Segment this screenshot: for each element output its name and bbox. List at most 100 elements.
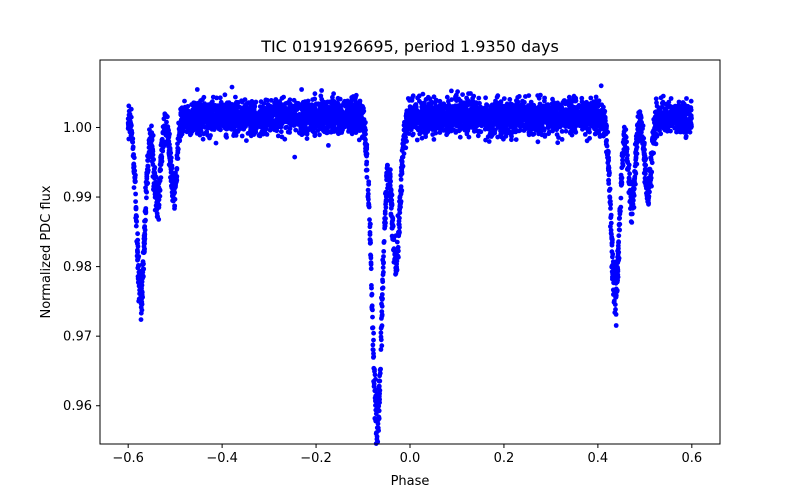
data-point <box>526 93 532 98</box>
data-point <box>369 304 375 310</box>
data-point <box>169 189 175 195</box>
data-point <box>610 254 615 260</box>
data-point <box>172 206 177 211</box>
data-point <box>159 140 165 146</box>
data-point <box>608 227 614 233</box>
data-point <box>242 106 248 112</box>
data-point <box>346 101 352 107</box>
data-point <box>657 109 663 114</box>
data-point <box>683 125 688 131</box>
data-point <box>434 120 440 126</box>
data-point <box>184 129 190 135</box>
data-point <box>489 132 495 138</box>
data-point <box>363 167 369 173</box>
data-point <box>368 266 374 272</box>
data-point <box>201 94 207 100</box>
data-point <box>371 330 376 336</box>
plot-area <box>125 83 694 446</box>
data-point <box>142 218 148 224</box>
data-point <box>126 136 132 142</box>
data-point <box>319 101 324 107</box>
data-point <box>465 97 470 103</box>
data-point <box>586 101 592 107</box>
data-point <box>493 98 498 104</box>
data-point <box>258 109 264 115</box>
data-point <box>213 140 219 146</box>
data-point <box>152 174 157 180</box>
data-point <box>473 119 479 125</box>
data-point <box>586 126 592 132</box>
data-point <box>688 107 694 113</box>
data-point <box>210 99 215 105</box>
data-point <box>402 119 407 125</box>
data-point <box>175 146 181 152</box>
data-point <box>130 144 136 150</box>
data-point <box>225 104 230 110</box>
data-point <box>138 317 144 322</box>
data-point <box>634 161 640 167</box>
data-point <box>237 124 242 130</box>
data-point <box>164 119 169 125</box>
data-point <box>263 97 269 103</box>
data-point <box>253 125 259 131</box>
data-point <box>192 120 198 126</box>
data-point <box>377 399 382 405</box>
data-point <box>399 171 405 177</box>
data-point <box>636 129 642 135</box>
data-point <box>617 206 623 212</box>
data-point <box>395 244 401 250</box>
data-point <box>336 113 341 119</box>
data-point <box>558 109 563 114</box>
data-point <box>157 178 163 184</box>
data-point <box>391 246 397 252</box>
data-point <box>343 119 349 124</box>
data-point <box>137 287 143 293</box>
data-point <box>573 115 578 121</box>
data-point <box>428 101 434 107</box>
data-point <box>357 113 363 119</box>
data-point <box>134 214 140 220</box>
data-point <box>485 103 490 108</box>
data-point <box>588 95 594 101</box>
data-point <box>251 103 257 108</box>
data-point <box>135 231 141 237</box>
data-point <box>370 314 375 320</box>
data-point <box>415 95 420 101</box>
data-point <box>379 313 385 319</box>
data-point <box>501 96 507 101</box>
data-point <box>614 279 620 285</box>
data-point <box>385 169 391 175</box>
data-point <box>151 187 156 192</box>
data-point <box>127 115 133 121</box>
data-point <box>164 128 169 134</box>
data-point <box>156 217 162 222</box>
data-point <box>370 347 376 352</box>
data-point <box>455 89 460 95</box>
data-point <box>380 257 386 263</box>
data-point <box>646 193 651 199</box>
data-point <box>601 133 606 139</box>
data-point <box>141 261 146 267</box>
data-point <box>368 255 374 261</box>
data-point <box>495 93 501 99</box>
data-point <box>157 187 163 193</box>
data-point <box>369 292 375 298</box>
data-point <box>592 126 597 132</box>
data-point <box>235 100 241 105</box>
data-point <box>305 105 311 111</box>
data-point <box>312 91 318 97</box>
data-point <box>142 233 148 239</box>
data-point <box>618 175 624 181</box>
data-point <box>659 113 665 119</box>
data-point <box>558 121 564 126</box>
data-point <box>289 120 295 126</box>
data-point <box>613 323 619 328</box>
data-point <box>619 180 625 185</box>
chart-title: TIC 0191926695, period 1.9350 days <box>260 37 559 56</box>
data-point <box>377 378 383 384</box>
data-point <box>133 199 139 205</box>
data-point <box>161 143 167 149</box>
data-point <box>257 104 263 109</box>
data-point <box>587 113 592 118</box>
data-point <box>394 268 400 273</box>
